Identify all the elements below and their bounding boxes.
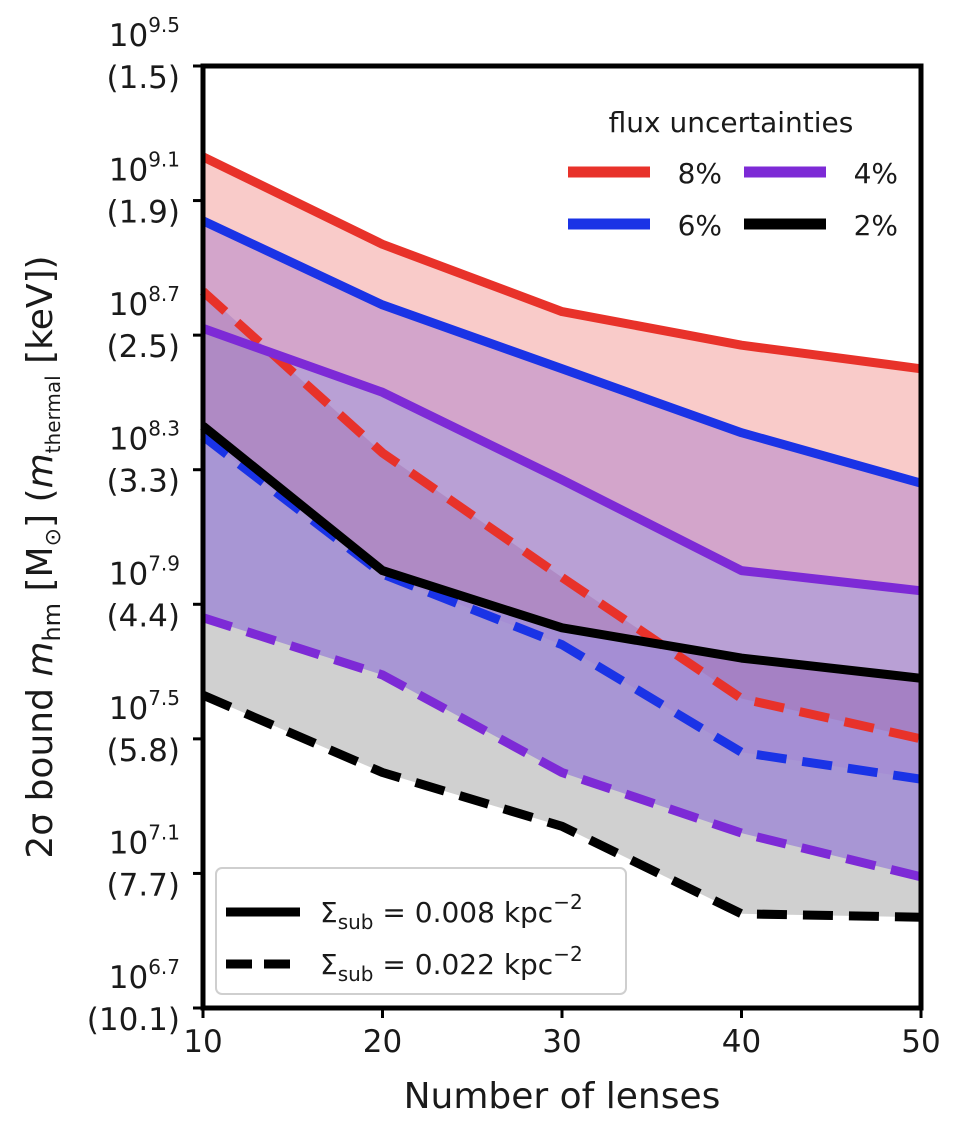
line-4pct-dashed [201, 613, 923, 882]
x-tick-label: 30 [542, 1024, 581, 1060]
y-tick-keV-label: (3.3) [107, 464, 181, 500]
y-axis-label: 2σ bound mhm [M⊙] (mthermal [keV]) [20, 255, 66, 858]
line-2pct-dashed [201, 690, 922, 922]
series-lines [199, 152, 923, 922]
line-8pct-dashed [199, 288, 922, 744]
line-6pct-solid [201, 216, 923, 488]
line-2pct-solid [200, 422, 922, 683]
y-tick-label: 109.1 [109, 148, 180, 189]
x-tick-label: 40 [722, 1024, 761, 1060]
legend-box [215, 867, 627, 995]
legend-line-style: Σsub = 0.008 kpc−2 Σsub = 0.022 kpc−2 [215, 867, 627, 995]
legend-label-4pct: 4% [854, 157, 898, 190]
y-tick-label: 107.1 [109, 820, 180, 861]
y-axis: 109.5 (1.5) 109.1 (1.9) 108.7 (2.5) 108.3 (3.3)… [87, 13, 203, 1038]
x-tick-label: 20 [363, 1024, 402, 1060]
legend-label-2pct: 2% [854, 209, 898, 242]
line-4pct-solid [201, 324, 922, 596]
y-tick-label: 108.3 [109, 417, 180, 458]
legend-label-6pct: 6% [678, 209, 722, 242]
legend-label-8pct: 8% [678, 157, 722, 190]
y-tick-keV-label: (5.8) [107, 733, 181, 769]
y-tick-label: 107.9 [109, 551, 180, 592]
x-tick-label: 10 [183, 1024, 222, 1060]
x-axis-label: Number of lenses [404, 1076, 721, 1117]
y-tick-keV-label: (2.5) [107, 329, 181, 365]
y-tick-label: 109.5 [109, 13, 180, 54]
y-tick-keV-label: (1.5) [107, 60, 181, 96]
legend-label-solid: Σsub = 0.008 kpc−2 [320, 890, 583, 934]
y-tick-label: 107.5 [109, 686, 180, 727]
legend-flux-uncertainties: flux uncertainties 8% 4% 6% 2% [568, 106, 898, 242]
x-axis: 10 20 30 40 50 [183, 1008, 941, 1060]
legend-label-dashed: Σsub = 0.022 kpc−2 [320, 942, 583, 986]
y-tick-label: 108.7 [109, 282, 180, 323]
x-tick-label: 50 [901, 1024, 940, 1060]
line-8pct-solid [201, 152, 922, 374]
legend-title: flux uncertainties [609, 106, 854, 139]
band-fills [203, 156, 921, 918]
y-tick-keV-label: (1.9) [107, 195, 181, 231]
band-overlap-4pct-2pct [203, 426, 921, 877]
band-overlap-8pct-2pct [203, 291, 921, 739]
y-tick-label: 106.7 [109, 955, 180, 996]
y-tick-keV-label: (10.1) [87, 1002, 180, 1038]
y-tick-keV-label: (7.7) [107, 867, 181, 903]
y-tick-keV-label: (4.4) [107, 598, 181, 634]
